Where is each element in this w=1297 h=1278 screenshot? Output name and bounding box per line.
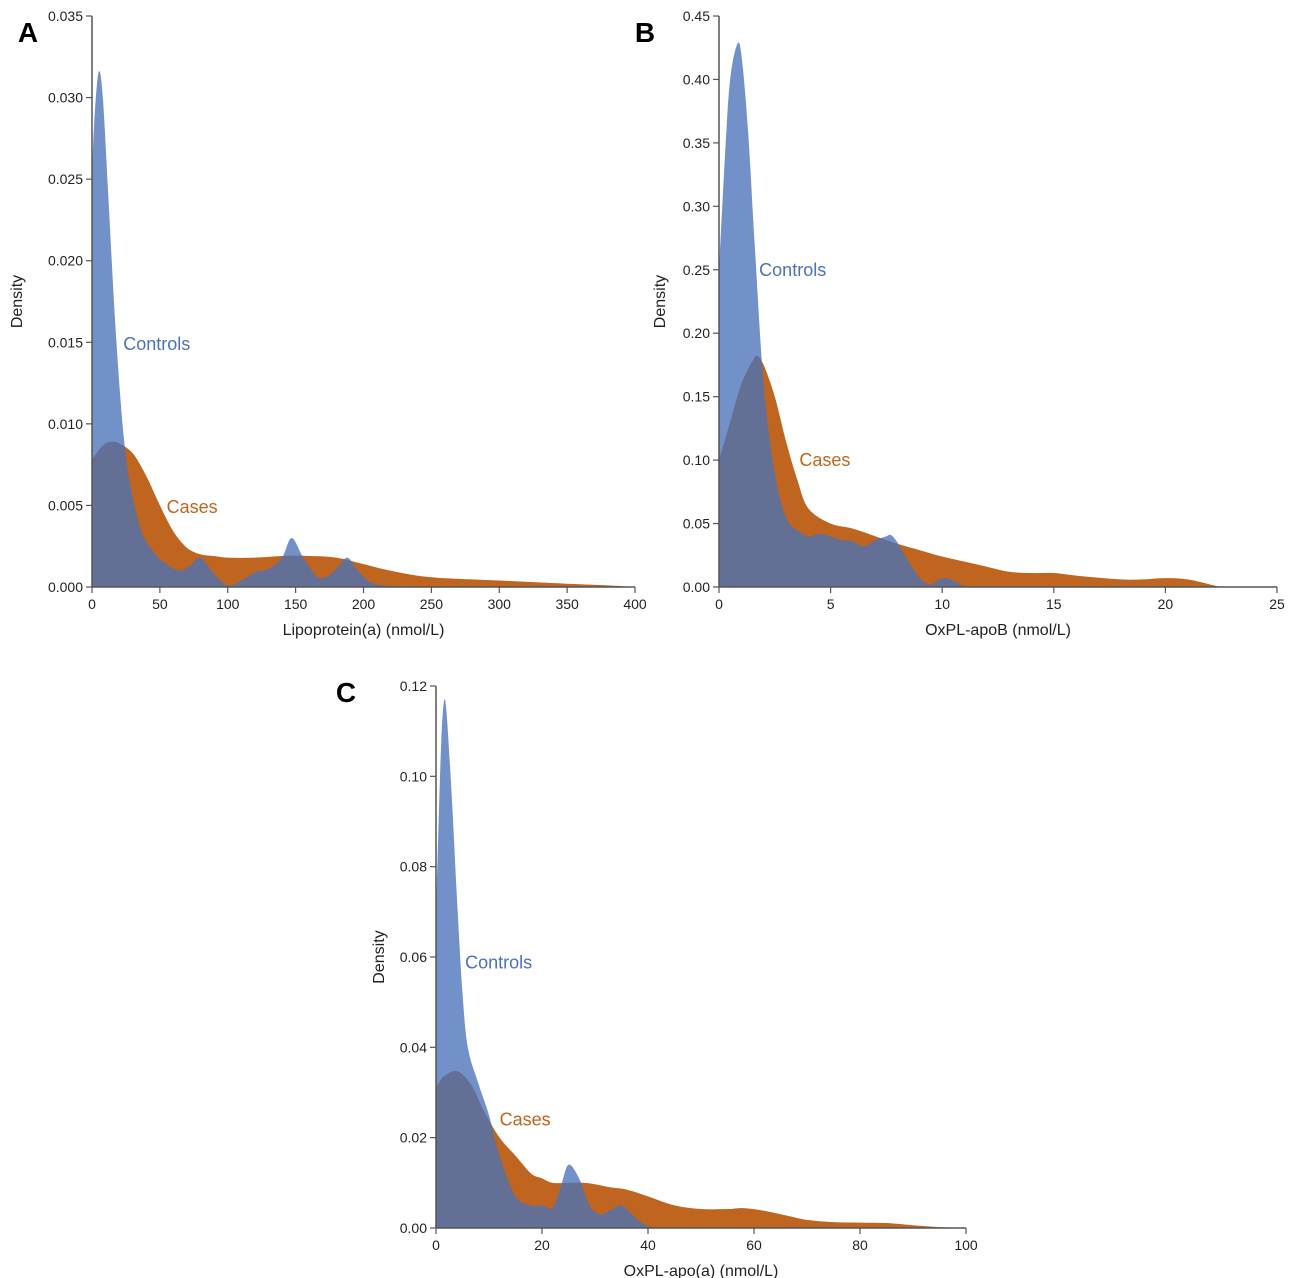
y-tick-label-b: 0.00 — [683, 579, 710, 595]
y-tick-label-a: 0.015 — [48, 334, 83, 350]
x-tick-label-c: 40 — [640, 1237, 656, 1253]
y-tick-label-b: 0.10 — [683, 452, 710, 468]
x-axis-label-a: Lipoprotein(a) (nmol/L) — [283, 622, 445, 639]
panel-letter-b: B — [635, 17, 655, 48]
density-area-controls-c — [436, 699, 654, 1228]
x-tick-label-a: 50 — [152, 596, 168, 612]
panel-b: 0 5 10 15 20 25 0.00 0.05 0.10 0.15 0.20 0.25 0.30 0.… — [635, 8, 1285, 639]
panel-c: 0 20 40 60 80 100 0.00 0.02 0.04 0.06 0.08 0.10 0.12… — [336, 677, 978, 1278]
density-area-controls-b — [719, 42, 965, 587]
series-label-cases-c: Cases — [500, 1110, 551, 1130]
y-tick-label-c: 0.10 — [400, 768, 427, 784]
y-tick-label-c: 0.00 — [400, 1220, 427, 1236]
x-tick-label-b: 20 — [1158, 596, 1174, 612]
x-tick-label-b: 5 — [827, 596, 835, 612]
density-area-cases-b — [719, 355, 1222, 587]
series-label-cases-b: Cases — [799, 450, 850, 470]
x-tick-label-c: 0 — [432, 1237, 440, 1253]
y-tick-label-b: 0.15 — [683, 389, 710, 405]
plot-area-a — [92, 70, 635, 587]
y-tick-label-b: 0.30 — [683, 198, 710, 214]
y-tick-label-b: 0.20 — [683, 325, 710, 341]
y-tick-label-a: 0.020 — [48, 253, 83, 269]
y-axis-label-a: Density — [9, 275, 26, 328]
x-tick-label-c: 20 — [534, 1237, 550, 1253]
x-tick-label-c: 60 — [746, 1237, 762, 1253]
x-tick-label-a: 200 — [352, 596, 376, 612]
y-tick-label-a: 0.010 — [48, 416, 83, 432]
y-tick-label-a: 0.000 — [48, 579, 83, 595]
panel-letter-c: C — [336, 677, 356, 708]
y-tick-label-a: 0.005 — [48, 497, 83, 513]
y-tick-label-c: 0.12 — [400, 678, 427, 694]
x-tick-label-b: 15 — [1046, 596, 1062, 612]
series-label-controls-b: Controls — [759, 260, 826, 280]
y-tick-label-b: 0.25 — [683, 262, 710, 278]
plot-area-c — [436, 699, 966, 1228]
x-axis-label-c: OxPL-apo(a) (nmol/L) — [624, 1263, 779, 1278]
y-axis-label-b: Density — [652, 275, 669, 328]
density-area-controls-a — [92, 70, 398, 587]
y-tick-label-c: 0.02 — [400, 1130, 427, 1146]
y-tick-label-a: 0.035 — [48, 8, 83, 24]
series-label-controls-c: Controls — [465, 952, 532, 972]
panel-letter-a: A — [18, 17, 38, 48]
series-label-cases-a: Cases — [167, 497, 218, 517]
y-tick-label-b: 0.45 — [683, 8, 710, 24]
x-tick-label-b: 0 — [715, 596, 723, 612]
y-tick-label-b: 0.35 — [683, 135, 710, 151]
y-tick-label-b: 0.05 — [683, 516, 710, 532]
x-tick-label-c: 100 — [954, 1237, 978, 1253]
x-axis-label-b: OxPL-apoB (nmol/L) — [925, 622, 1071, 639]
x-tick-label-a: 100 — [216, 596, 240, 612]
y-axis-label-c: Density — [371, 930, 388, 983]
x-tick-label-c: 80 — [852, 1237, 868, 1253]
x-tick-label-a: 0 — [88, 596, 96, 612]
x-tick-label-a: 150 — [284, 596, 308, 612]
x-tick-label-a: 350 — [555, 596, 579, 612]
y-tick-label-c: 0.08 — [400, 859, 427, 875]
x-tick-label-a: 300 — [488, 596, 512, 612]
y-tick-label-c: 0.04 — [400, 1039, 427, 1055]
x-tick-label-b: 10 — [934, 596, 950, 612]
y-tick-label-b: 0.40 — [683, 71, 710, 87]
x-tick-label-a: 400 — [623, 596, 647, 612]
y-tick-label-a: 0.025 — [48, 171, 83, 187]
x-tick-label-a: 250 — [420, 596, 444, 612]
x-tick-label-b: 25 — [1269, 596, 1285, 612]
plot-area-b — [719, 42, 1222, 587]
panel-a: 0 50 100 150 200 250 300 350 400 0.000 0.005 0.010 0… — [9, 8, 647, 639]
y-tick-label-a: 0.030 — [48, 90, 83, 106]
y-tick-label-c: 0.06 — [400, 949, 427, 965]
series-label-controls-a: Controls — [123, 334, 190, 354]
